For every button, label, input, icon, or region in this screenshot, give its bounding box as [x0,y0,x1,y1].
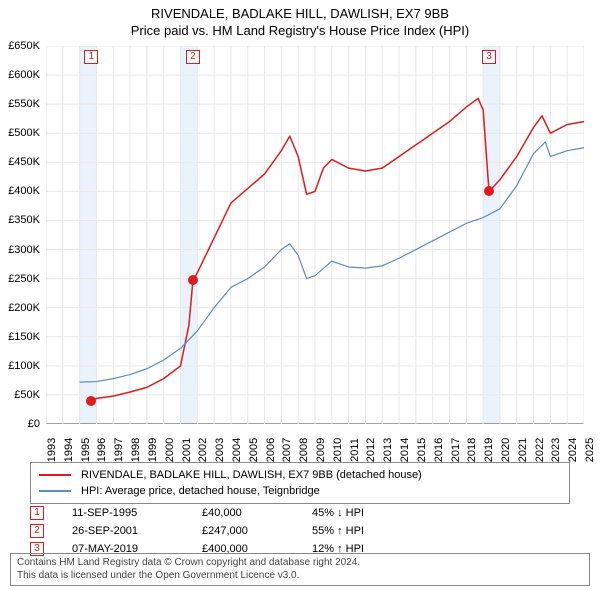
x-tick-label: 2023 [550,438,562,462]
plot-area: 1 2 3 [46,46,584,424]
x-tick-label: 2003 [214,438,226,462]
y-tick-label: £550K [8,98,40,110]
chart-svg [46,46,584,424]
x-tick-label: 2016 [433,438,445,462]
x-tick-label: 2012 [365,438,377,462]
footer-attribution: Contains HM Land Registry data © Crown c… [10,553,590,586]
x-tick-label: 1993 [46,438,58,462]
y-tick-label: £0 [28,418,40,430]
legend-row: HPI: Average price, detached house, Teig… [39,483,561,499]
sale-marker-box: 3 [482,50,496,64]
chart-container: RIVENDALE, BADLAKE HILL, DAWLISH, EX7 9B… [0,0,600,590]
x-tick-label: 1995 [80,438,92,462]
y-tick-label: £650K [8,40,40,52]
x-tick-label: 2002 [197,438,209,462]
sale-data-point [86,396,96,406]
legend-row: RIVENDALE, BADLAKE HILL, DAWLISH, EX7 9B… [39,467,561,483]
sale-marker-box: 2 [186,50,200,64]
x-axis-ticks: 1993 1994 1995 1996 1997 1998 1999 2000 2001 2002… [46,426,584,466]
sale-row: 2 26-SEP-2001£247,00055% ↑ HPI [30,522,412,540]
x-tick-label: 2010 [332,438,344,462]
sale-marker-box: 1 [84,50,98,64]
y-tick-label: £250K [8,273,40,285]
x-tick-label: 1996 [96,438,108,462]
x-tick-label: 2006 [265,438,277,462]
x-tick-label: 2005 [248,438,260,462]
sale-price: £40,000 [202,507,312,519]
footer-line-2: This data is licensed under the Open Gov… [17,570,583,583]
x-tick-label: 1999 [147,438,159,462]
x-tick-label: 2024 [567,438,579,462]
x-tick-label: 2019 [483,438,495,462]
legend: RIVENDALE, BADLAKE HILL, DAWLISH, EX7 9B… [30,462,570,504]
sale-pct-vs-hpi: 55% ↑ HPI [312,525,412,537]
y-tick-label: £450K [8,156,40,168]
x-tick-label: 2001 [181,438,193,462]
y-tick-label: £350K [8,214,40,226]
sale-row-marker: 2 [30,524,44,538]
x-tick-label: 2000 [164,438,176,462]
y-tick-label: £500K [8,127,40,139]
x-tick-label: 2018 [466,438,478,462]
footer-line-1: Contains HM Land Registry data © Crown c… [17,557,583,570]
y-tick-label: £400K [8,185,40,197]
x-tick-label: 1994 [63,438,75,462]
x-tick-label: 2020 [500,438,512,462]
y-tick-label: £600K [8,69,40,81]
sale-date: 11-SEP-1995 [72,507,202,519]
x-tick-label: 2015 [416,438,428,462]
x-tick-label: 2011 [349,438,361,462]
x-tick-label: 1998 [130,438,142,462]
x-tick-label: 2008 [298,438,310,462]
chart-title: RIVENDALE, BADLAKE HILL, DAWLISH, EX7 9B… [0,6,600,21]
x-tick-label: 2007 [281,438,293,462]
y-tick-label: £50K [14,389,40,401]
x-tick-label: 1997 [113,438,125,462]
legend-swatch [39,490,71,492]
x-tick-label: 2025 [584,438,596,462]
sale-pct-vs-hpi: 45% ↓ HPI [312,507,412,519]
y-axis-ticks: £0£50K£100K£150K£200K£250K£300K£350K£400… [0,46,44,424]
y-tick-label: £100K [8,360,40,372]
sale-data-point [484,186,494,196]
x-tick-label: 2013 [382,438,394,462]
sale-data-point [188,275,198,285]
x-tick-label: 2021 [517,438,529,462]
x-tick-label: 2017 [450,438,462,462]
legend-label: HPI: Average price, detached house, Teig… [81,485,320,497]
sale-row-marker: 1 [30,506,44,520]
y-tick-label: £150K [8,331,40,343]
x-tick-label: 2004 [231,438,243,462]
title-block: RIVENDALE, BADLAKE HILL, DAWLISH, EX7 9B… [0,0,600,38]
sale-date: 26-SEP-2001 [72,525,202,537]
chart-subtitle: Price paid vs. HM Land Registry's House … [0,23,600,38]
x-tick-label: 2014 [399,438,411,462]
sale-row: 1 11-SEP-1995£40,00045% ↓ HPI [30,504,412,522]
x-tick-label: 2022 [534,438,546,462]
y-tick-label: £200K [8,302,40,314]
legend-swatch [39,474,71,476]
legend-label: RIVENDALE, BADLAKE HILL, DAWLISH, EX7 9B… [81,469,422,481]
y-tick-label: £300K [8,244,40,256]
sale-price: £247,000 [202,525,312,537]
x-tick-label: 2009 [315,438,327,462]
